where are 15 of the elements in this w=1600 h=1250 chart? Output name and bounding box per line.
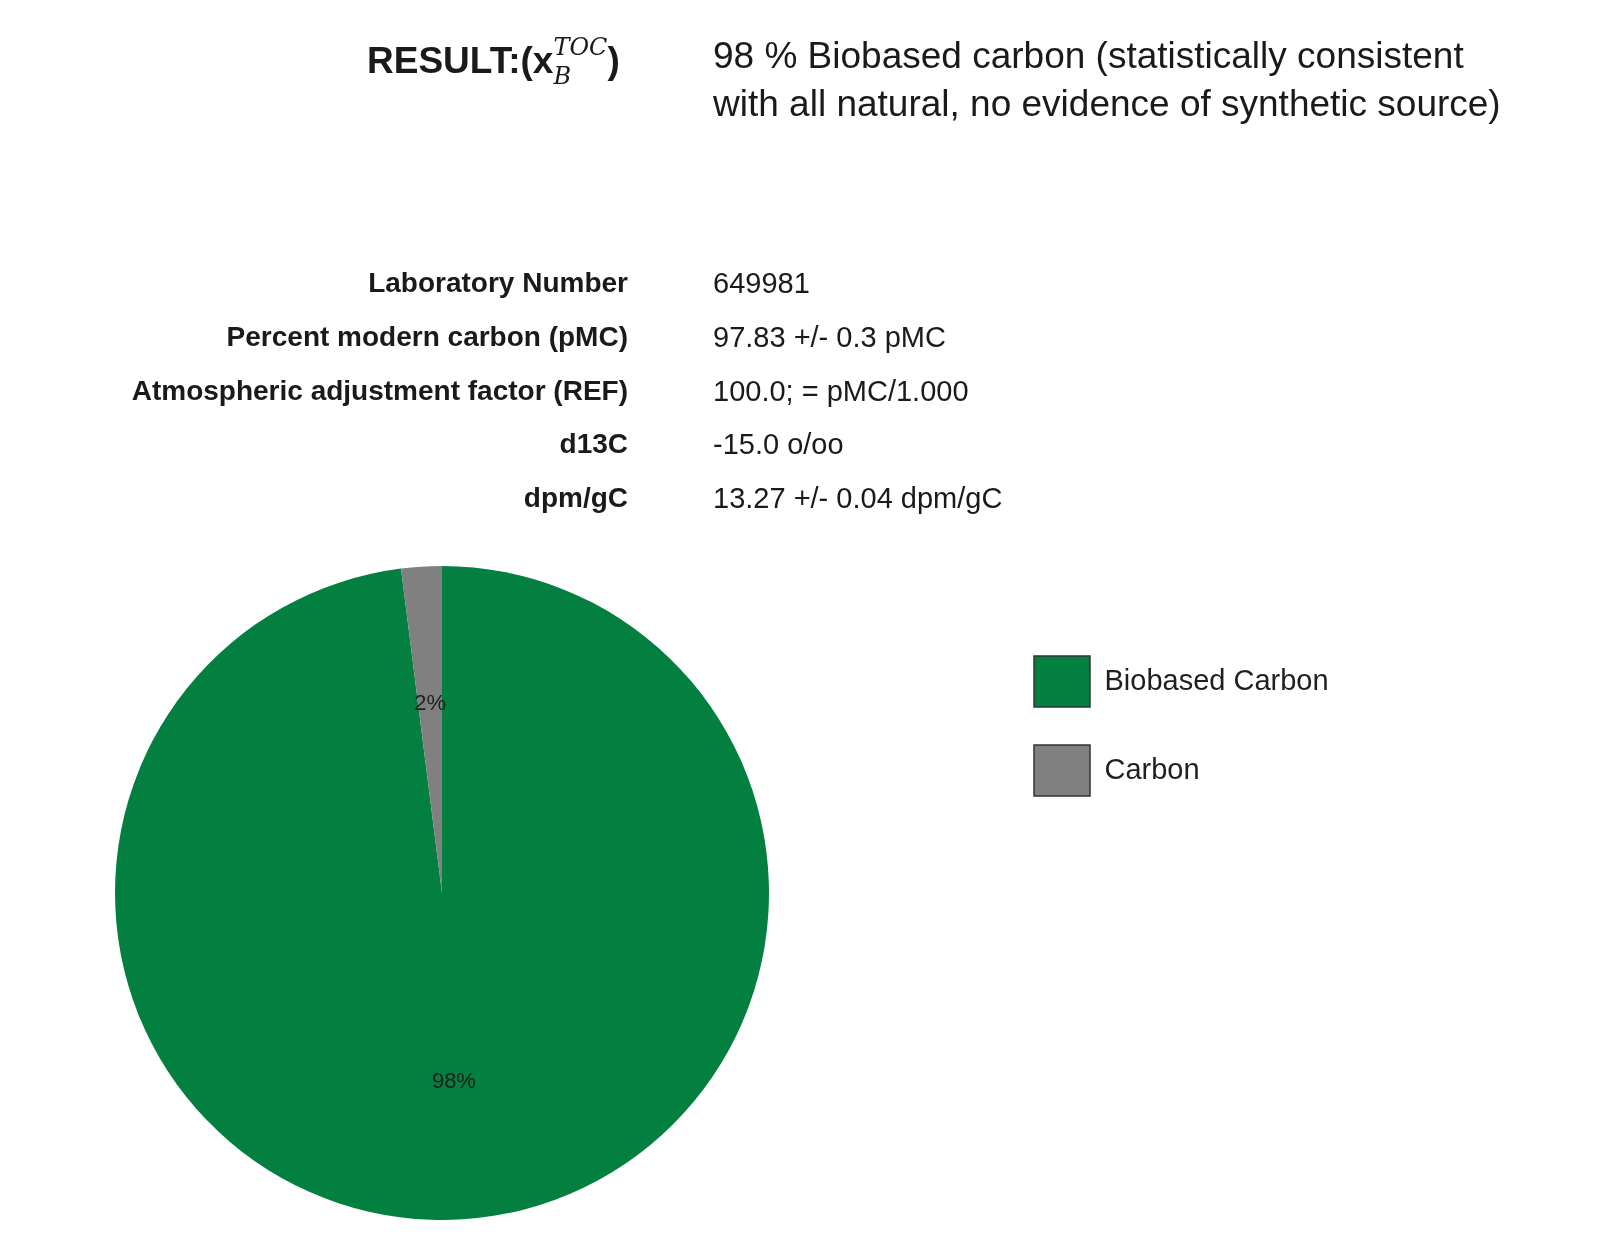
text: 100.0; = pMC/1.000 — [713, 374, 969, 407]
text: -15.0 o/oo — [713, 428, 844, 461]
text: dpm/gC — [523, 482, 628, 514]
legend-label: Carbon — [1104, 752, 1200, 785]
chart-subtitle: 98 % Biobased carbon (statistically consistent with all natural, no evidence of synthetic source) — [713, 34, 1502, 126]
data-label: 98% — [431, 1068, 476, 1094]
text: 649981 — [713, 267, 810, 299]
chart-title: RESULT:(x$_{B}$$^{TOC}$) — [367, 33, 620, 90]
text: 97.83 +/- 0.3 pMC — [713, 320, 946, 353]
text: d13C — [559, 428, 628, 461]
text: 13.27 +/- 0.04 dpm/gC — [713, 482, 1003, 514]
legend-label: Biobased Carbon — [1104, 663, 1329, 696]
text: Percent modern carbon (pMC) — [226, 320, 628, 353]
text: Laboratory Number — [368, 267, 628, 299]
text: Atmospheric adjustment factor (REF) — [131, 374, 628, 407]
